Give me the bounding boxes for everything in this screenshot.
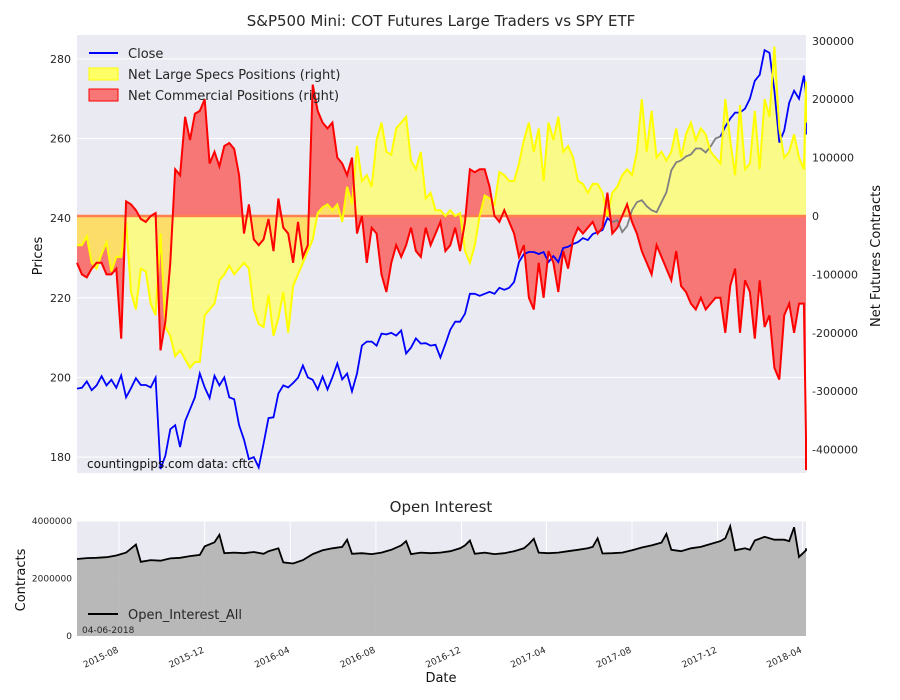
legend-specs-swatch bbox=[88, 67, 119, 81]
contracts-tick-label: -100000 bbox=[812, 268, 858, 281]
price-y-axis-label: Prices bbox=[31, 237, 46, 276]
price-y-ticks: 180 200 220 240 260 280 bbox=[50, 53, 71, 464]
last-date-label: 04-06-2018 bbox=[82, 626, 135, 636]
legend-close-label: Close bbox=[128, 47, 163, 62]
date-tick-label: 2017-08 bbox=[595, 646, 634, 671]
contracts-tick-label: 0 bbox=[812, 210, 819, 223]
date-x-axis-label: Date bbox=[425, 671, 456, 686]
date-tick-label: 2017-12 bbox=[681, 646, 719, 671]
date-x-ticks: 2015-08 2015-12 2016-04 2016-08 2016-12 2017-… bbox=[82, 646, 804, 671]
open-interest-area bbox=[76, 523, 807, 636]
contracts-tick-label: -300000 bbox=[812, 385, 858, 398]
price-tick-label: 180 bbox=[50, 451, 71, 464]
date-tick-label: 2017-04 bbox=[509, 646, 548, 671]
date-tick-label: 2015-12 bbox=[168, 646, 206, 671]
contracts-tick-label: -200000 bbox=[812, 327, 858, 340]
legend-open-interest-label: Open_Interest_All bbox=[128, 608, 242, 623]
price-tick-label: 200 bbox=[50, 371, 71, 384]
date-tick-label: 2015-08 bbox=[82, 646, 121, 671]
open-interest-legend: Open_Interest_All bbox=[88, 608, 242, 623]
date-tick-label: 2016-04 bbox=[253, 646, 292, 671]
date-tick-label: 2018-04 bbox=[765, 646, 804, 671]
contracts-tick-label: 300000 bbox=[812, 35, 854, 48]
source-watermark: countingpips.com bbox=[87, 457, 194, 471]
legend-commercial-label: Net Commercial Positions (right) bbox=[128, 89, 339, 104]
contracts-y-ticks: -400000 -300000 -200000 -100000 0 100000 20000… bbox=[812, 35, 858, 457]
price-tick-label: 260 bbox=[50, 133, 71, 146]
legend-specs-label: Net Large Specs Positions (right) bbox=[128, 68, 340, 83]
open-interest-y-axis-label: Contracts bbox=[14, 548, 29, 611]
price-chart: 180 200 220 240 260 280 -400000 -300000 -200000… bbox=[31, 12, 884, 473]
specs-positions-line bbox=[77, 46, 807, 370]
contracts-tick-label: 100000 bbox=[812, 152, 854, 165]
price-legend: Close Net Large Specs Positions (right) … bbox=[88, 47, 340, 104]
price-chart-title: S&P500 Mini: COT Futures Large Traders v… bbox=[247, 12, 636, 30]
date-tick-label: 2016-12 bbox=[424, 646, 462, 671]
commercial-positions-line bbox=[76, 84, 807, 471]
date-tick-label: 2016-08 bbox=[339, 646, 378, 671]
open-interest-line bbox=[76, 523, 807, 565]
open-interest-title: Open Interest bbox=[390, 498, 493, 516]
open-interest-tick-label: 4000000 bbox=[32, 517, 72, 527]
open-interest-tick-label: 0 bbox=[66, 632, 72, 642]
position-fills bbox=[77, 46, 806, 471]
contracts-y-axis-label: Net Futures Contracts bbox=[869, 185, 884, 327]
legend-commercial-swatch bbox=[88, 88, 119, 102]
close-line-recent bbox=[719, 48, 807, 143]
contracts-tick-label: 200000 bbox=[812, 93, 854, 106]
open-interest-y-ticks: 0 2000000 4000000 bbox=[32, 517, 72, 642]
contracts-tick-label: -400000 bbox=[812, 444, 858, 457]
data-source-note: data: cftc bbox=[197, 457, 254, 471]
open-interest-tick-label: 2000000 bbox=[32, 575, 72, 585]
close-line bbox=[76, 216, 613, 471]
price-tick-label: 240 bbox=[50, 212, 71, 225]
price-tick-label: 280 bbox=[50, 53, 71, 66]
series-lines bbox=[76, 46, 807, 471]
price-tick-label: 220 bbox=[50, 292, 71, 305]
specs-positions-area bbox=[77, 46, 806, 368]
